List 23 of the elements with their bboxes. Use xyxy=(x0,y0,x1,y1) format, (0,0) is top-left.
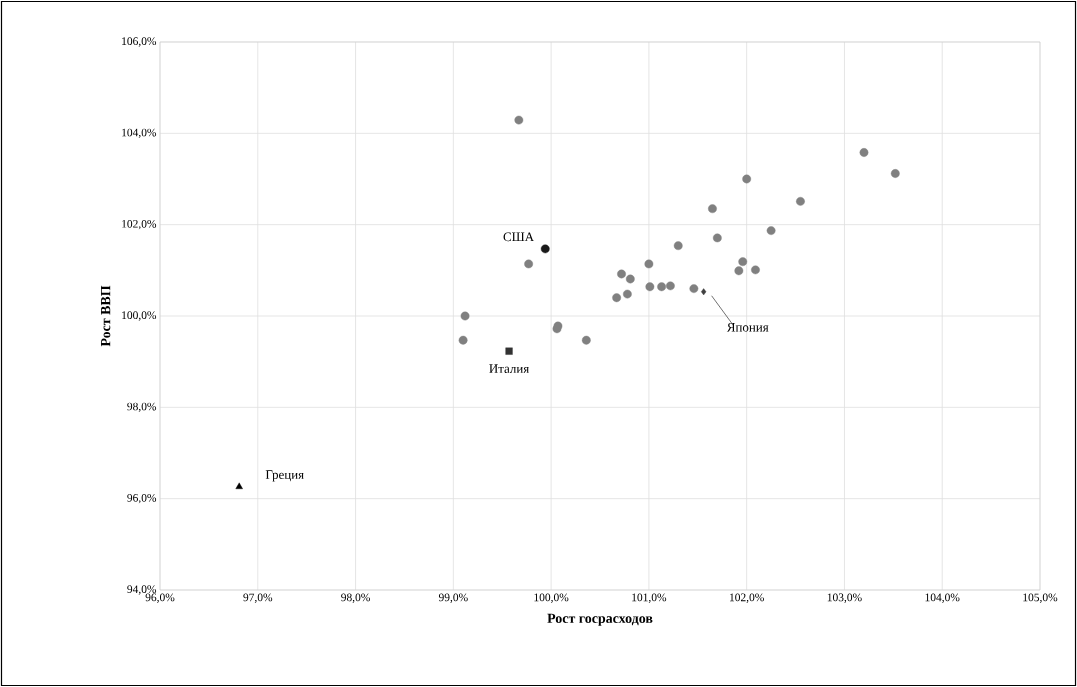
y-tick-label: 94,0% xyxy=(127,585,157,595)
y-tick-label: 106,0% xyxy=(122,37,157,47)
x-axis-title: Рост госрасходов xyxy=(547,613,653,626)
x-tick-label: 104,0% xyxy=(925,593,960,603)
y-tick-label: 102,0% xyxy=(122,219,157,230)
series-label: Италия xyxy=(489,364,530,373)
series-label: Греция xyxy=(265,470,304,482)
x-tick-label: 99,0% xyxy=(438,593,468,603)
y-tick-label: 100,0% xyxy=(122,311,157,321)
x-tick-label: 101,0% xyxy=(632,593,667,603)
legend-label: Япония xyxy=(726,322,769,332)
x-tick-label: 100,0% xyxy=(534,593,569,603)
x-tick-label: 97,0% xyxy=(243,593,273,603)
y-axis-title: Рост ВВП xyxy=(101,285,111,347)
x-tick-label: 105,0% xyxy=(1023,593,1058,603)
y-tick-label: 96,0% xyxy=(127,493,157,504)
series-label: США xyxy=(503,232,534,242)
y-tick-label: 98,0% xyxy=(127,402,157,413)
x-tick-label: 98,0% xyxy=(341,593,370,603)
x-tick-label: 103,0% xyxy=(827,593,862,603)
x-tick-label: 102,0% xyxy=(730,593,764,603)
x-tick-label: 96,0% xyxy=(145,593,175,603)
y-tick-label: 104,0% xyxy=(122,128,157,139)
